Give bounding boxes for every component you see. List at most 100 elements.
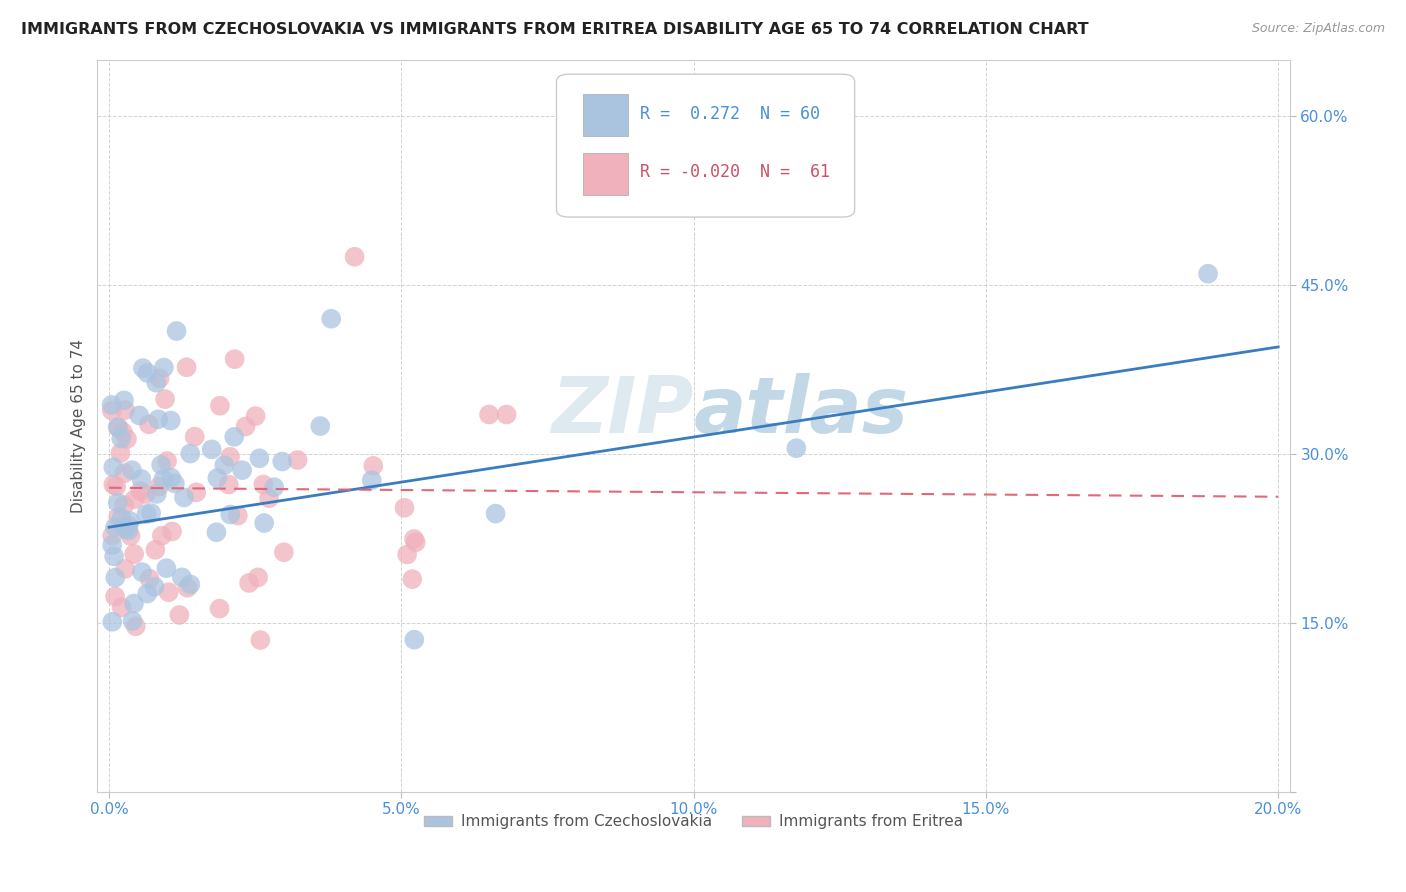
Point (495, 408, 517, 422)
Point (156, 454, 179, 468)
Point (214, 458, 236, 473)
Text: IMMIGRANTS FROM CZECHOSLOVAKIA VS IMMIGRANTS FROM ERITREA DISABILITY AGE 65 TO 7: IMMIGRANTS FROM CZECHOSLOVAKIA VS IMMIGR… (21, 22, 1088, 37)
Point (115, 432, 138, 446)
Point (163, 476, 186, 491)
Point (160, 471, 183, 485)
Point (155, 561, 177, 575)
Y-axis label: Disability Age 65 to 74: Disability Age 65 to 74 (72, 339, 86, 513)
Point (114, 522, 136, 536)
Point (252, 477, 274, 491)
Point (1197, 267, 1219, 281)
Point (253, 516, 276, 530)
Point (152, 472, 174, 486)
Point (145, 542, 167, 557)
Point (114, 403, 136, 417)
Point (110, 446, 132, 460)
Point (110, 511, 132, 525)
Point (111, 425, 134, 439)
Point (169, 607, 191, 622)
Text: R = -0.020  N =  61: R = -0.020 N = 61 (640, 163, 830, 181)
Point (128, 409, 150, 423)
Point (136, 586, 159, 600)
Point (121, 463, 143, 477)
Point (183, 430, 205, 444)
Point (394, 500, 416, 515)
Point (132, 361, 155, 376)
Point (166, 324, 188, 338)
Point (360, 473, 382, 487)
Point (110, 432, 132, 446)
Point (401, 572, 423, 586)
Point (150, 458, 173, 472)
Point (103, 549, 125, 564)
Point (176, 360, 198, 375)
FancyBboxPatch shape (582, 153, 628, 195)
Point (145, 376, 167, 390)
Point (249, 633, 271, 648)
Point (107, 510, 129, 524)
Point (122, 547, 145, 561)
Point (120, 529, 142, 543)
Point (112, 393, 135, 408)
Point (135, 507, 157, 521)
Point (100, 398, 122, 412)
Point (257, 491, 280, 506)
Point (104, 520, 127, 534)
Point (125, 619, 148, 633)
Point (107, 420, 129, 434)
Point (219, 450, 242, 464)
Point (103, 460, 125, 475)
Point (148, 479, 170, 493)
Point (145, 487, 167, 501)
Point (150, 529, 173, 543)
Point (153, 392, 176, 406)
Point (231, 463, 253, 477)
Point (176, 581, 198, 595)
Point (135, 487, 157, 501)
Point (138, 572, 160, 586)
Point (131, 565, 153, 579)
Point (247, 570, 270, 584)
Point (235, 419, 257, 434)
Point (160, 524, 183, 539)
Point (117, 524, 139, 538)
Point (273, 545, 295, 559)
Point (343, 250, 366, 264)
Point (309, 419, 332, 434)
Point (207, 471, 229, 485)
FancyBboxPatch shape (557, 74, 855, 217)
Point (138, 417, 160, 432)
Point (218, 477, 240, 491)
Text: ZIP: ZIP (551, 373, 693, 450)
Point (141, 506, 163, 520)
Point (143, 580, 166, 594)
Point (118, 514, 141, 528)
Point (149, 371, 172, 385)
FancyBboxPatch shape (582, 94, 628, 136)
Point (159, 413, 181, 427)
Point (101, 528, 124, 542)
Point (107, 420, 129, 434)
Point (117, 518, 139, 533)
Point (785, 441, 807, 455)
Point (121, 614, 143, 628)
Point (107, 496, 129, 510)
Point (173, 491, 195, 505)
Point (208, 399, 231, 413)
Text: atlas: atlas (693, 373, 908, 450)
Point (112, 498, 135, 512)
Point (104, 590, 127, 604)
Point (484, 507, 506, 521)
Point (153, 360, 176, 375)
Point (238, 576, 260, 591)
Point (205, 525, 228, 540)
Legend: Immigrants from Czechoslovakia, Immigrants from Eritrea: Immigrants from Czechoslovakia, Immigran… (418, 808, 969, 836)
Point (157, 585, 180, 599)
Point (146, 412, 169, 426)
Point (404, 632, 426, 647)
Point (179, 447, 201, 461)
Point (122, 597, 145, 611)
Point (271, 454, 294, 468)
Point (101, 403, 124, 417)
Point (110, 600, 132, 615)
